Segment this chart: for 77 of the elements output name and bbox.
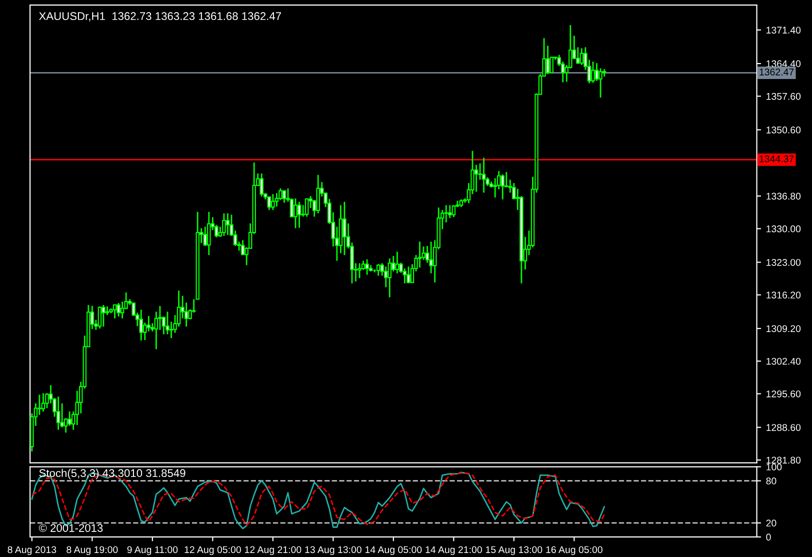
x-tick-label: 15 Aug 13:00 <box>486 546 542 556</box>
text: XAUUSDr,H1 1362.73 1363.23 1361.68 1362.47 <box>39 12 281 22</box>
candlestick <box>68 410 72 427</box>
candlestick <box>418 240 422 268</box>
y-tick-label: 1309.20 <box>766 325 801 332</box>
candlestick <box>388 258 392 298</box>
candlestick <box>41 392 46 412</box>
x-tick-label: 14 Aug 21:00 <box>426 546 482 556</box>
candlestick <box>139 309 143 342</box>
candlestick <box>358 262 362 279</box>
candlestick <box>316 174 320 214</box>
x-tick-label: 9 Aug 11:00 <box>127 546 178 556</box>
candlestick <box>116 302 120 318</box>
candlestick <box>576 46 580 65</box>
candlestick <box>384 266 388 288</box>
candlestick <box>226 212 230 236</box>
y-tick-label: 1371.40 <box>766 26 801 34</box>
y-tick-label: 1295.60 <box>766 390 801 398</box>
candlestick <box>304 198 309 218</box>
candlestick <box>102 304 106 328</box>
x-tick-label: 14 Aug 05:00 <box>366 546 422 556</box>
ref-line-label: 1362.47 <box>760 68 794 76</box>
candlestick <box>580 48 584 66</box>
candlestick <box>260 172 264 198</box>
y-tick-label: 1330.00 <box>766 225 801 232</box>
candlestick <box>598 68 602 98</box>
candlestick <box>294 198 298 229</box>
y-tick-label: 1336.80 <box>766 192 801 200</box>
y-tick-label: 20 <box>766 520 776 527</box>
y-tick-label: 1357.60 <box>766 92 801 100</box>
candlestick <box>342 201 346 256</box>
y-tick-label: 1350.60 <box>766 126 801 134</box>
y-tick-label: 100 <box>766 464 782 470</box>
candlestick <box>452 204 456 218</box>
candlestick <box>98 306 102 330</box>
y-tick-label: 80 <box>766 478 776 484</box>
candlestick <box>38 394 42 416</box>
x-tick-label: 8 Aug 2013 <box>8 546 56 556</box>
candlestick <box>500 174 504 200</box>
candlestick <box>474 164 478 192</box>
candlestick <box>203 226 208 247</box>
candlestick <box>297 201 302 228</box>
y-tick-label: 1288.60 <box>766 424 801 431</box>
candlestick <box>166 310 170 335</box>
candlestick <box>146 315 151 332</box>
candlestick <box>591 60 595 84</box>
candlestick <box>482 156 486 194</box>
candlestick <box>444 204 448 224</box>
candlestick <box>546 45 550 75</box>
ref-line-label: 1344.37 <box>760 155 794 162</box>
y-tick-label: 0 <box>766 534 771 541</box>
x-tick-label: 12 Aug 21:00 <box>245 546 302 556</box>
candlestick <box>429 240 433 274</box>
candlestick <box>112 304 117 320</box>
candlestick <box>274 192 279 208</box>
candlestick <box>207 211 211 256</box>
x-tick-label: 8 Aug 19:00 <box>66 546 118 556</box>
chart-title: Stoch(5,3,3) 43.3010 31.8549 <box>39 468 186 480</box>
y-tick-label: 1364.40 <box>766 60 801 68</box>
x-tick-label: 12 Aug 05:00 <box>184 546 241 556</box>
candlestick <box>448 204 452 219</box>
candlestick <box>406 266 410 284</box>
x-tick-label: 16 Aug 05:00 <box>546 546 602 556</box>
candlestick <box>267 196 272 211</box>
candlestick <box>365 258 369 276</box>
candlestick <box>222 212 226 237</box>
y-tick-label: 1281.80 <box>766 456 801 464</box>
candlestick <box>282 190 286 204</box>
candlestick <box>376 263 380 276</box>
candlestick <box>395 251 400 274</box>
y-tick-label: 1302.40 <box>766 358 801 365</box>
y-tick-label: 1323.00 <box>766 258 801 266</box>
y-tick-label: 1316.20 <box>766 292 801 299</box>
annotation: © 2001-2013 <box>38 524 103 532</box>
candlestick <box>271 193 275 211</box>
x-tick-label: 13 Aug 13:00 <box>305 546 362 556</box>
candlestick <box>56 396 60 430</box>
